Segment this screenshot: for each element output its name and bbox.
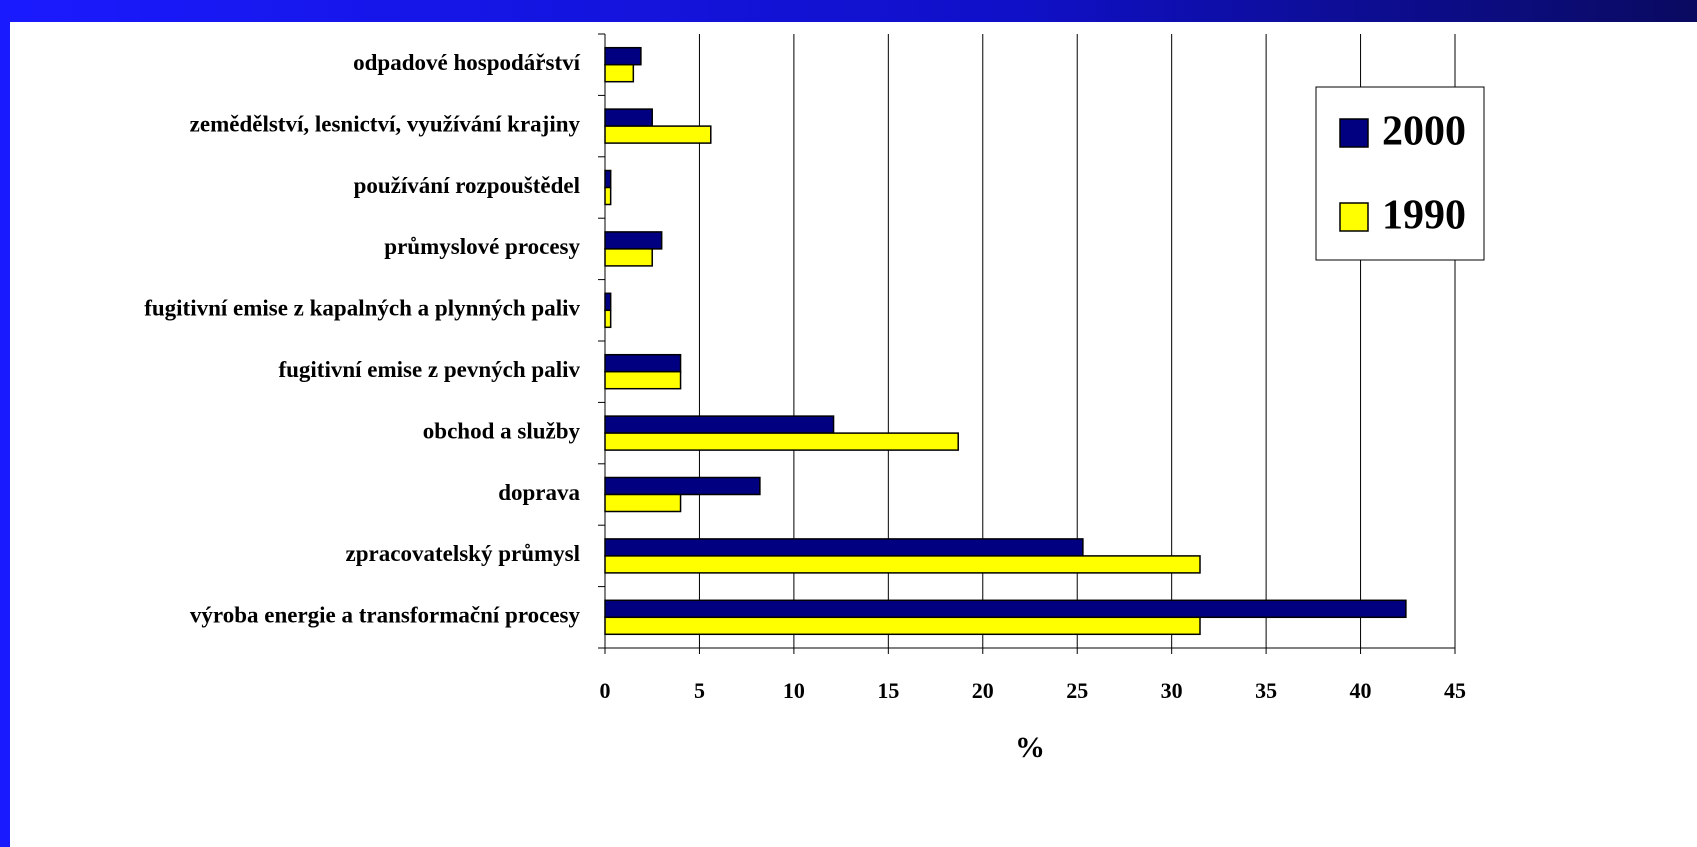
bar [604, 46, 642, 66]
bar [604, 186, 612, 206]
y-tick-label: průmyslové procesy [384, 234, 580, 259]
y-tick-label: zemědělství, lesnictví, využívání krajin… [190, 111, 581, 136]
y-tick-label: doprava [498, 480, 580, 505]
x-tick-label: 0 [600, 678, 611, 703]
bar [604, 248, 653, 267]
bar [604, 432, 959, 451]
bar [604, 353, 682, 373]
x-tick-label: 45 [1444, 678, 1466, 703]
bar [604, 555, 1201, 574]
bar [604, 125, 712, 144]
bar [604, 476, 761, 496]
x-axis-label: % [1015, 731, 1045, 764]
bar [604, 493, 682, 513]
y-tick-label: odpadové hospodářství [353, 50, 580, 75]
bar [604, 599, 1407, 619]
bar [604, 309, 612, 329]
legend-swatch [1339, 202, 1369, 232]
legend-swatch [1339, 118, 1369, 148]
legend-label: 1990 [1382, 193, 1466, 239]
bar [604, 231, 663, 250]
x-tick-label: 10 [783, 678, 805, 703]
legend-label: 2000 [1382, 109, 1466, 155]
y-tick-label: výroba energie a transformační procesy [190, 603, 581, 628]
bar [604, 169, 612, 189]
x-tick-label: 40 [1350, 678, 1372, 703]
bar [604, 292, 612, 312]
y-tick-label: fugitivní emise z kapalných a plynných p… [144, 296, 580, 321]
y-tick-label: používání rozpouštědel [354, 173, 580, 198]
y-tick-label: obchod a služby [423, 418, 581, 443]
x-tick-label: 5 [694, 678, 705, 703]
x-tick-label: 30 [1161, 678, 1183, 703]
bar [604, 63, 635, 83]
y-tick-label: zpracovatelský průmysl [346, 541, 580, 566]
x-tick-label: 25 [1066, 678, 1088, 703]
bar [604, 370, 682, 390]
x-tick-label: 35 [1255, 678, 1277, 703]
x-tick-label: 15 [877, 678, 899, 703]
bar [604, 538, 1084, 557]
bar [604, 108, 653, 127]
y-tick-label: fugitivní emise z pevných paliv [278, 357, 580, 382]
bar [604, 616, 1201, 636]
bar [604, 415, 835, 434]
x-tick-label: 20 [972, 678, 994, 703]
